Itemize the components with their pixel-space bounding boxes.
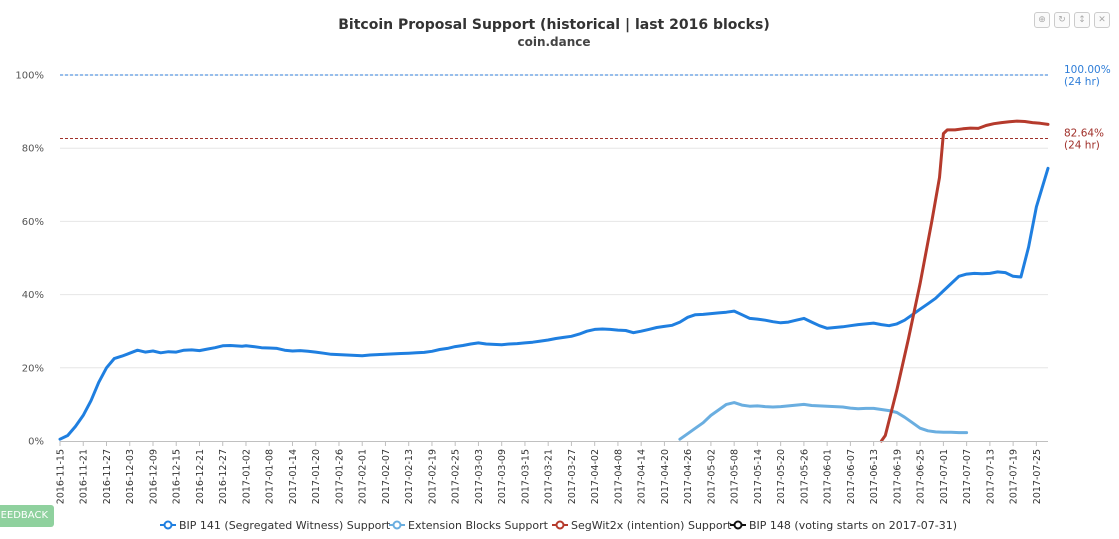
x-tick-label: 2017-02-01 xyxy=(358,449,369,504)
y-axis-ticks: 0% 20% 40% 60% 80% 100% xyxy=(15,71,44,448)
x-tick-label: 2017-04-08 xyxy=(613,449,624,504)
x-tick-label: 2017-07-25 xyxy=(1032,449,1043,504)
x-tick-label: 2017-03-03 xyxy=(474,449,485,504)
x-tick-label: 2016-11-21 xyxy=(79,449,90,504)
x-tick-label: 2017-05-14 xyxy=(753,449,764,504)
y-tick-label: 0% xyxy=(28,437,44,448)
x-tick-label: 2017-06-13 xyxy=(869,449,880,504)
x-tick-label: 2017-01-26 xyxy=(334,449,345,504)
legend-swatch-marker xyxy=(733,520,743,530)
zoom-in-icon[interactable]: ⊕ xyxy=(1034,12,1050,28)
x-tick-label: 2017-05-20 xyxy=(776,449,787,504)
x-tick-label: 2017-06-07 xyxy=(846,449,857,504)
series-line-2 xyxy=(879,119,1050,443)
reference-label: 82.64% xyxy=(1064,128,1104,140)
x-tick-label: 2016-11-27 xyxy=(102,449,113,504)
legend: BIP 141 (Segregated Witness) Support Exte… xyxy=(160,519,957,532)
x-tick-label: 2016-12-03 xyxy=(125,449,136,504)
x-tick-label: 2017-06-19 xyxy=(892,449,903,504)
reference-label-period: (24 hr) xyxy=(1064,140,1100,152)
x-tick-label: 2017-07-01 xyxy=(939,449,950,504)
x-tick-label: 2017-07-13 xyxy=(985,449,996,504)
x-tick-label: 2016-12-15 xyxy=(172,449,183,504)
series-line-0 xyxy=(58,166,1050,441)
chart-subtitle: coin.dance xyxy=(517,35,590,49)
y-tick-label: 40% xyxy=(22,290,44,301)
x-tick-label: 2017-01-08 xyxy=(265,449,276,504)
x-tick-label: 2017-02-07 xyxy=(381,449,392,504)
x-tick-label: 2017-03-15 xyxy=(520,449,531,504)
x-tick-label: 2017-04-02 xyxy=(590,449,601,504)
y-tick-label: 60% xyxy=(22,217,44,228)
legend-swatch-marker xyxy=(392,520,402,530)
x-tick-label: 2017-02-25 xyxy=(451,449,462,504)
x-tick-label: 2017-04-26 xyxy=(683,449,694,504)
x-tick-label: 2016-11-15 xyxy=(56,449,67,504)
x-tick-label: 2017-03-27 xyxy=(567,449,578,504)
close-icon[interactable]: ✕ xyxy=(1094,12,1110,28)
x-tick-label: 2017-01-02 xyxy=(241,449,252,504)
x-tick-label: 2017-05-08 xyxy=(730,449,741,504)
x-tick-label: 2017-05-26 xyxy=(799,449,810,504)
feedback-button[interactable]: FEEDBACK xyxy=(0,505,54,527)
x-tick-label: 2017-02-19 xyxy=(427,449,438,504)
series-lines xyxy=(58,119,1050,443)
legend-item-label: BIP 148 (voting starts on 2017-07-31) xyxy=(749,519,957,532)
legend-item-label: SegWit2x (intention) Support xyxy=(571,519,732,532)
grid-lines xyxy=(60,74,1048,369)
x-tick-label: 2016-12-09 xyxy=(148,449,159,504)
x-tick-label: 2017-02-13 xyxy=(404,449,415,504)
legend-item-label: BIP 141 (Segregated Witness) Support xyxy=(179,519,391,532)
x-tick-label: 2017-03-09 xyxy=(497,449,508,504)
x-tick-label: 2017-04-14 xyxy=(637,449,648,504)
x-tick-label: 2017-01-20 xyxy=(311,449,322,504)
x-tick-label: 2017-05-02 xyxy=(706,449,717,504)
series-line-1 xyxy=(678,401,969,441)
x-axis: 2016-11-15 2016-11-21 2016-11-27 2016-12-03… xyxy=(56,441,1048,504)
legend-swatch-marker xyxy=(163,520,173,530)
reference-label-period: (24 hr) xyxy=(1064,76,1100,88)
y-tick-label: 100% xyxy=(15,71,44,82)
x-tick-label: 2016-12-21 xyxy=(195,449,206,504)
legend-item-label: Extension Blocks Support xyxy=(408,519,549,532)
x-tick-label: 2017-07-19 xyxy=(1009,449,1020,504)
y-tick-label: 80% xyxy=(22,144,44,155)
x-tick-label: 2017-01-14 xyxy=(288,449,299,504)
reference-label: 100.00% xyxy=(1064,64,1111,76)
chart-title: Bitcoin Proposal Support (historical | l… xyxy=(338,17,769,33)
x-tick-label: 2017-06-25 xyxy=(916,449,927,504)
legend-swatch-marker xyxy=(555,520,565,530)
x-tick-label: 2017-04-20 xyxy=(660,449,671,504)
reference-lines: 100.00%(24 hr)82.64%(24 hr) xyxy=(60,64,1111,152)
reset-zoom-icon[interactable]: ↻ xyxy=(1054,12,1070,28)
x-tick-label: 2017-07-07 xyxy=(962,449,973,504)
y-tick-label: 20% xyxy=(22,363,44,374)
x-tick-label: 2017-03-21 xyxy=(544,449,555,504)
toggle-icon[interactable]: ↕ xyxy=(1074,12,1090,28)
x-tick-label: 2017-06-01 xyxy=(823,449,834,504)
x-tick-label: 2016-12-27 xyxy=(218,449,229,504)
